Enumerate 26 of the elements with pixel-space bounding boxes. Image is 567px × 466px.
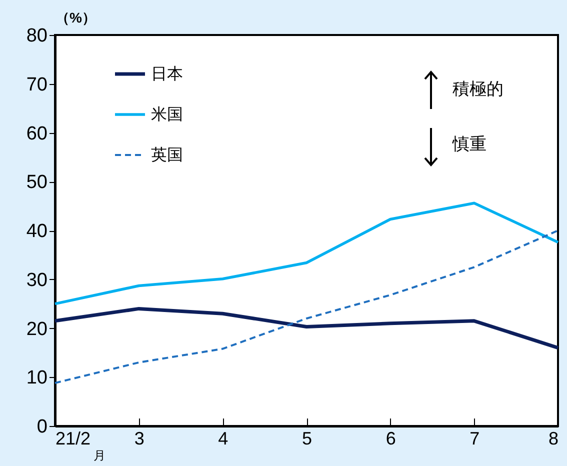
x-tick-label: 6 bbox=[386, 428, 396, 448]
line-series bbox=[53, 306, 560, 350]
y-tick-label: 50 bbox=[26, 172, 48, 194]
y-tick-label: 20 bbox=[26, 318, 48, 340]
legend-label: 日本 bbox=[151, 65, 183, 83]
x-tick-label: 4 bbox=[218, 428, 228, 448]
x-tick-label: 21/2 bbox=[56, 428, 91, 448]
x-tick-label: 8 bbox=[548, 428, 558, 448]
line-series bbox=[54, 230, 559, 384]
y-tick-label: 30 bbox=[26, 270, 48, 291]
y-tick-label: 80 bbox=[26, 26, 48, 46]
line-series bbox=[54, 202, 560, 306]
y-tick-label: 60 bbox=[26, 123, 48, 144]
y-tick-label: 40 bbox=[26, 221, 48, 242]
legend-label: 米国 bbox=[151, 106, 183, 124]
legend-label: 英国 bbox=[151, 146, 183, 164]
x-tick-label: 7 bbox=[470, 428, 480, 448]
x-tick-label: 3 bbox=[134, 428, 144, 448]
x-axis-title: 月 bbox=[94, 448, 106, 462]
y-tick-label: 70 bbox=[26, 74, 48, 96]
y-tick-label: 10 bbox=[26, 368, 48, 389]
y-tick-label: 0 bbox=[36, 416, 48, 438]
annotation: 積極的 bbox=[452, 80, 504, 99]
y-axis-title: （%） bbox=[56, 10, 96, 26]
x-tick-label: 5 bbox=[302, 428, 312, 448]
annotation: 慎重 bbox=[451, 134, 486, 154]
